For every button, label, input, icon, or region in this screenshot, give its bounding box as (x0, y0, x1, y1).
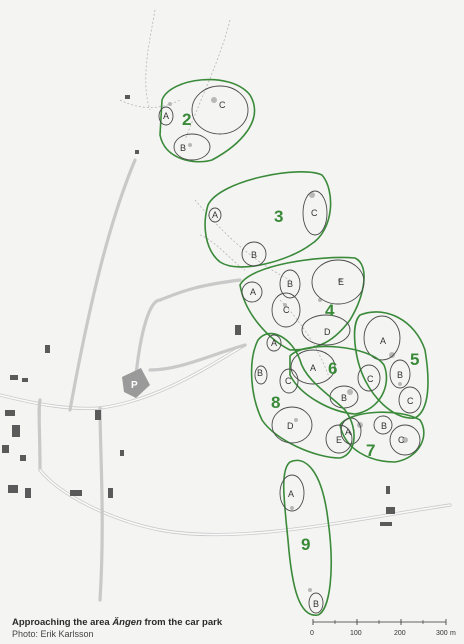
subarea-label: C (398, 435, 405, 445)
subarea-label: B (257, 368, 263, 378)
subarea-label: A (271, 338, 277, 348)
subarea-label: C (311, 208, 318, 218)
zone-number: 7 (366, 441, 375, 460)
scale-bar: 0 100 200 300 m (310, 619, 456, 637)
parking-area: P (122, 368, 150, 398)
zone-4: 4 A B C D E (239, 256, 365, 351)
parking-label: P (131, 380, 138, 391)
subarea-label: A (380, 336, 386, 346)
scale-tick-label: 0 (310, 630, 314, 637)
subarea-label: D (287, 421, 294, 431)
zone-number: 2 (182, 110, 191, 129)
subarea-label: E (336, 435, 342, 445)
subarea-label: A (345, 427, 351, 437)
subarea-label: B (251, 250, 257, 260)
zone-6: 6 A B C (289, 345, 388, 415)
scale-tick-label: 200 (394, 630, 406, 637)
subarea-label: C (407, 396, 414, 406)
subarea-label: A (288, 489, 294, 499)
zone-number: 4 (325, 301, 335, 320)
subarea-label: B (313, 599, 319, 609)
zone-3: 3 C A B (204, 171, 332, 268)
zone-number: 8 (271, 393, 280, 412)
scale-unit: m (450, 630, 456, 637)
subarea-label: A (163, 111, 169, 121)
scale-tick-label: 100 (350, 630, 362, 637)
subarea-label: C (367, 374, 374, 384)
subarea-label: A (310, 363, 316, 373)
subarea-label: B (397, 370, 403, 380)
caption-text: Approaching the area (12, 617, 113, 628)
caption-place-name: Ängen (112, 617, 142, 628)
buildings (2, 95, 395, 526)
subarea-label: C (283, 305, 290, 315)
zone-number: 5 (410, 350, 419, 369)
photo-credit: Photo: Erik Karlsson (12, 629, 94, 639)
subarea-label: B (287, 279, 293, 289)
zone-9: 9 A B (279, 459, 332, 616)
scale-tick-label: 300 (436, 630, 448, 637)
subarea-label: E (338, 277, 344, 287)
footpaths (119, 9, 331, 381)
subarea-label: B (381, 421, 387, 431)
subarea-label: B (341, 393, 347, 403)
zone-5: 5 A B C (353, 311, 429, 419)
zone-7: 7 A B C (339, 411, 425, 463)
caption-text-end: from the car park (141, 617, 223, 628)
zone-8: 8 A B C D E (250, 332, 355, 459)
subarea-label: B (180, 143, 186, 153)
zone-number: 9 (301, 535, 310, 554)
subarea-label: A (250, 287, 256, 297)
zone-number: 3 (274, 207, 283, 226)
zone-2: 2 C A B (158, 78, 256, 163)
road-network (0, 158, 452, 602)
subarea-label: A (212, 210, 218, 220)
subarea-label: D (324, 327, 331, 337)
map-caption: Approaching the area Ängen from the car … (12, 617, 222, 628)
subarea-label: C (285, 376, 292, 386)
stone-features (168, 97, 408, 592)
zone-number: 6 (328, 359, 337, 378)
subarea-label: C (219, 100, 226, 110)
